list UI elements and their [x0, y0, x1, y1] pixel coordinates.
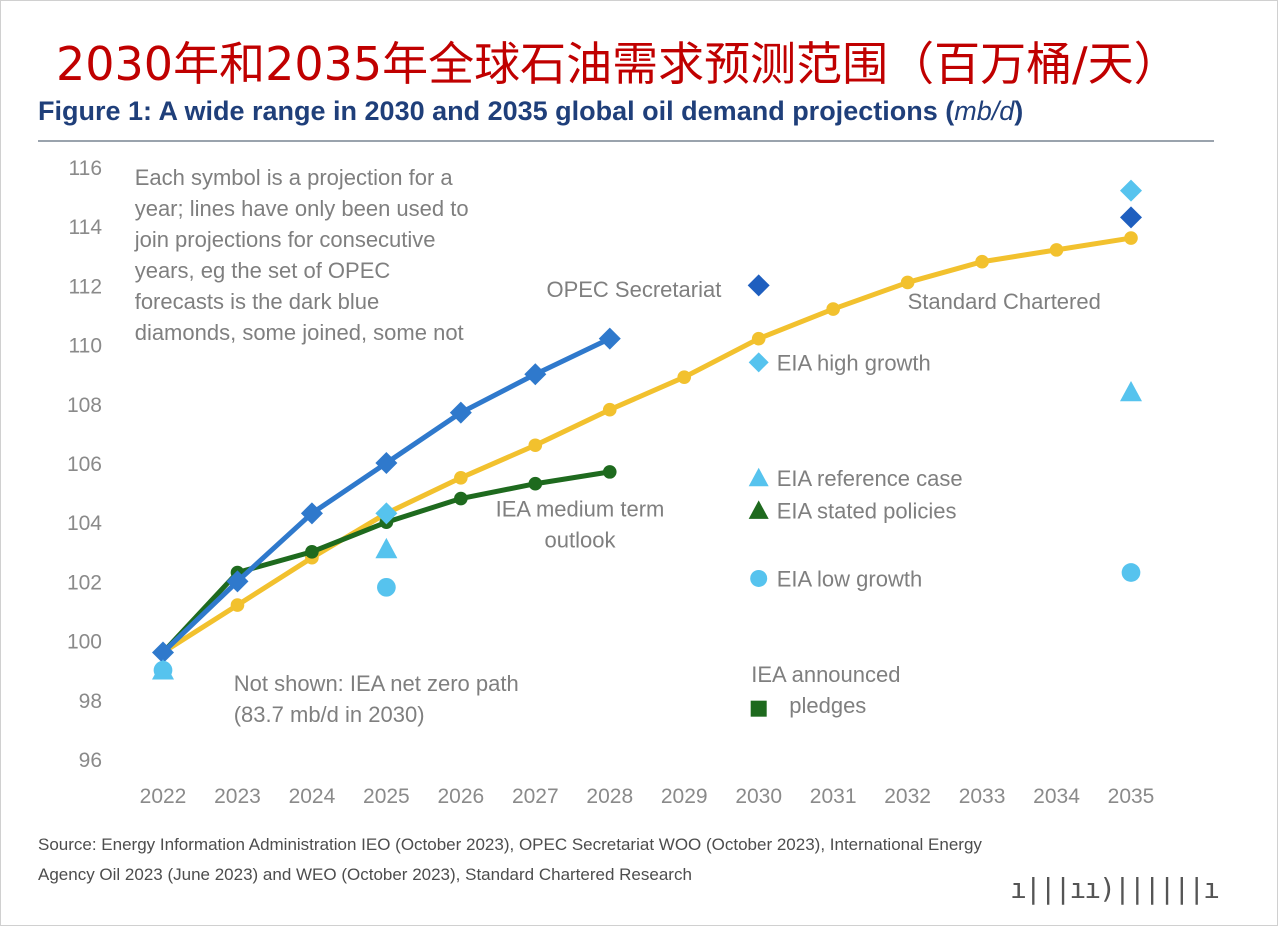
series-point-standard-chartered	[900, 275, 915, 290]
annotation-iea-announced: pledges	[789, 693, 866, 718]
series-point-standard-chartered	[602, 402, 617, 417]
annotation-not-shown-iea-net-zero-path: (83.7 mb/d in 2030)	[234, 702, 425, 727]
series-point-opec-secretariat	[449, 401, 472, 424]
x-tick-label: 2029	[661, 785, 708, 808]
legend-marker-eia-stated-policies	[748, 500, 769, 519]
x-tick-label: 2022	[140, 785, 187, 808]
point-eia-high-growth	[375, 502, 398, 525]
y-tick-label: 114	[69, 216, 103, 239]
figure-title: Figure 1: A wide range in 2030 and 2035 …	[38, 96, 1023, 127]
y-tick-label: 112	[69, 275, 102, 298]
legend: EIA high growth EIA reference case EIA sta…	[748, 350, 963, 717]
y-tick-label: 116	[69, 157, 102, 180]
series-point-opec-secretariat	[300, 502, 323, 525]
point-eia-low-growth	[153, 660, 173, 680]
source-line-1: Source: Energy Information Administratio…	[38, 835, 982, 854]
figure-title-unit: mb/d	[954, 96, 1015, 126]
series-point-standard-chartered	[975, 254, 989, 269]
annotation-not-shown-iea-net-zero-path: Not shown: IEA net zero path	[234, 671, 519, 696]
series-point-standard-chartered	[230, 598, 245, 612]
legend-marker-eia-low-growth	[750, 569, 768, 587]
series-point-standard-chartered	[826, 302, 840, 316]
point-eia-reference-case	[1120, 380, 1142, 402]
x-tick-label: 2025	[363, 785, 410, 808]
legend-label-eia-reference-case: EIA reference case	[777, 466, 963, 491]
annotation-each-symbol-is-a-projection-fo: forecasts is the dark blue	[135, 289, 380, 314]
annotations: Each symbol is a projection for a year; l…	[134, 165, 1101, 727]
x-tick-label: 2027	[512, 785, 559, 808]
source-line-2: Agency Oil 2023 (June 2023) and WEO (Oct…	[38, 865, 692, 884]
annotation-each-symbol-is-a-projection-fo: Each symbol is a projection for a	[135, 165, 454, 190]
series-point-iea-medium-term-outlook	[305, 545, 319, 559]
series-point-standard-chartered	[677, 370, 692, 384]
annotation-iea-medium-term: IEA medium term	[496, 496, 665, 521]
series-point-opec-secretariat	[598, 327, 621, 350]
series-point-iea-medium-term-outlook	[454, 491, 468, 506]
annotation-each-symbol-is-a-projection-fo: years, eg the set of OPEC	[135, 258, 391, 283]
series-point-standard-chartered	[751, 331, 766, 346]
annotation-each-symbol-is-a-projection-fo: year; lines have only been used to	[135, 196, 469, 221]
series-point-standard-chartered	[528, 438, 543, 453]
x-tick-label: 2024	[289, 785, 336, 808]
watermark: ı|||ıı)||||||ı	[1010, 872, 1220, 905]
y-tick-label: 98	[79, 690, 102, 713]
point-opec-secretariat	[1120, 206, 1142, 229]
header-title: 2030年和2035年全球石油需求预测范围（百万桶/天）	[56, 37, 1180, 91]
annotation-opec-secretariat: OPEC Secretariat	[546, 277, 721, 302]
y-tick-label: 96	[79, 749, 102, 772]
legend-marker-iea-announced-pledges	[750, 700, 767, 717]
series-point-iea-medium-term-outlook	[528, 476, 543, 491]
annotation-iea-medium-term: outlook	[545, 527, 617, 552]
legend-marker-eia-high-growth	[748, 352, 769, 373]
series-line-standard-chartered	[160, 235, 1134, 655]
x-tick-label: 2023	[214, 785, 261, 808]
x-tick-label: 2028	[586, 785, 633, 808]
series-point-standard-chartered	[1124, 231, 1138, 245]
point-eia-low-growth	[1121, 563, 1141, 582]
point-eia-reference-case	[375, 537, 398, 559]
point-eia-low-growth	[377, 577, 396, 597]
series-point-opec-secretariat	[152, 641, 174, 664]
source-note: Source: Energy Information Administratio…	[38, 830, 1208, 890]
y-tick-label: 110	[69, 335, 102, 358]
x-tick-label: 2035	[1108, 785, 1155, 808]
figure-title-close: )	[1014, 96, 1024, 126]
y-tick-label: 104	[67, 512, 102, 535]
axes: 96 98 100 102 104 106 108 110 112 114 116 2022 2023 2…	[67, 157, 1154, 808]
series-layer	[152, 231, 1138, 664]
legend-label-eia-high-growth: EIA high growth	[777, 350, 931, 375]
legend-marker-eia-reference-case	[748, 467, 769, 487]
legend-label-eia-low-growth: EIA low growth	[777, 566, 923, 591]
series-point-opec-secretariat	[524, 363, 547, 386]
x-tick-label: 2032	[884, 785, 931, 808]
y-tick-label: 100	[67, 631, 102, 654]
series-point-standard-chartered	[454, 471, 468, 485]
series-point-iea-medium-term-outlook	[602, 465, 617, 479]
series-point-standard-chartered	[1049, 243, 1064, 257]
annotation-each-symbol-is-a-projection-fo: join projections for consecutive	[134, 227, 436, 252]
y-tick-label: 102	[67, 571, 102, 594]
annotation-each-symbol-is-a-projection-fo: diamonds, some joined, some not	[135, 320, 464, 345]
x-tick-label: 2030	[735, 785, 782, 808]
point-eia-high-growth	[1120, 179, 1142, 202]
x-tick-label: 2034	[1033, 785, 1080, 808]
annotation-standard-chartered: Standard Chartered	[908, 289, 1101, 314]
point-opec-secretariat	[747, 274, 770, 297]
title-rule	[38, 140, 1214, 142]
y-tick-label: 108	[67, 394, 102, 417]
x-tick-label: 2026	[437, 785, 484, 808]
y-tick-label: 106	[67, 453, 102, 476]
legend-label-eia-stated-policies: EIA stated policies	[777, 498, 957, 523]
x-tick-label: 2033	[959, 785, 1006, 808]
points-layer	[152, 179, 1142, 680]
series-point-opec-secretariat	[226, 570, 249, 593]
series-point-opec-secretariat	[375, 452, 398, 474]
annotation-iea-announced: IEA announced	[751, 662, 900, 687]
x-tick-label: 2031	[810, 785, 857, 808]
figure-title-text: Figure 1: A wide range in 2030 and 2035 …	[38, 96, 955, 126]
